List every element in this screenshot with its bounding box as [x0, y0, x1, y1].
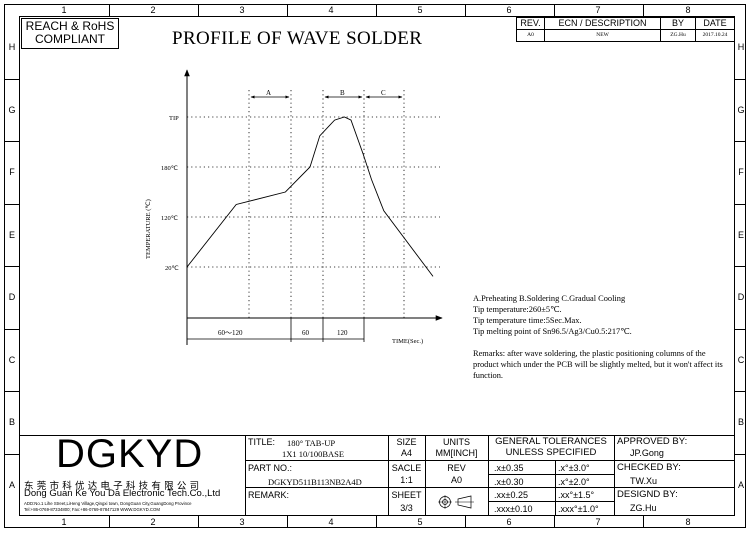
company-contact: Tel:+86-0769-87334800; Fax:+86-0769-8784… [24, 507, 160, 512]
title-line-1: 180° TAB-UP [287, 438, 336, 448]
tolerance-linear: .x±0.30 [494, 477, 524, 487]
grid-column-label: 2 [150, 517, 156, 527]
grid-column-label: 2 [150, 5, 156, 15]
grid-row-label: D [737, 292, 745, 302]
grid-column-label: 5 [417, 517, 423, 527]
grid-row-label: H [8, 42, 16, 52]
revision-table: REV. ECN / DESCRIPTION BY DATE A0 NEW ZG… [516, 17, 735, 42]
grid-row-label: E [737, 230, 744, 240]
company-logo: DGKYD [56, 432, 204, 476]
tolerance-linear: .xx±0.25 [494, 490, 528, 500]
units-label: UNITS [443, 437, 470, 447]
tolerance-linear: .xxx±0.10 [494, 504, 533, 514]
grid-column-label: 7 [595, 517, 601, 527]
grid-column-label: 3 [239, 5, 245, 15]
revision-row: A0 NEW ZG.Hu 2017.10.24 [516, 29, 735, 42]
company-name-cn: 东 莞 市 科 优 达 电 子 科 技 有 限 公 司 [24, 481, 200, 492]
note-melting-point: Tip melting point of Sn96.5/Ag3/Cu0.5:21… [473, 327, 632, 336]
grid-column-label: 4 [328, 5, 334, 15]
zone-a-label: A [266, 89, 271, 97]
x-axis-label: TIME(Sec.) [392, 338, 423, 345]
note-stages: A.Preheating B.Soldering C.Gradual Cooli… [473, 294, 626, 303]
company-name-en: Dong Guan Ke You Da Electronic Tech.Co.,… [24, 488, 221, 499]
designed-by-value: ZG.Hu [630, 503, 657, 513]
title-line-2: 1X1 10/100BASE [282, 449, 345, 459]
page-title: PROFILE OF WAVE SOLDER [172, 28, 423, 49]
time-segment-label: 120 [337, 329, 348, 337]
time-segment-label: 60 [302, 329, 310, 337]
grid-row-label: G [737, 105, 745, 115]
scale-label: SACLE [391, 463, 422, 473]
tolerance-linear: .x±0.35 [494, 463, 524, 473]
ecn-value: NEW [544, 29, 661, 42]
tolerance-title-2: UNLESS SPECIFIED [505, 447, 597, 458]
approved-by-label: APPROVED BY: [617, 436, 688, 447]
y-tick-label: 20℃ [165, 265, 180, 272]
grid-column-label: 4 [328, 517, 334, 527]
grid-row-label: B [8, 417, 15, 427]
checked-by-value: TW.Xu [630, 476, 658, 486]
grid-row-label: C [8, 355, 16, 365]
time-segment-label: 60～120 [218, 329, 243, 337]
projection-symbol-icon [438, 495, 474, 509]
grid-row-label: E [8, 230, 15, 240]
designed-by-label: DESIGND BY: [617, 489, 678, 500]
date-value: 2017.10.24 [695, 29, 735, 42]
grid-row-label: H [737, 42, 745, 52]
rev-label: REV [447, 463, 466, 473]
y-tick-label: 180℃ [161, 165, 179, 172]
compliance-box: REACH & RoHS COMPLIANT [21, 18, 119, 49]
tolerance-angular: .xx°±1.5° [558, 490, 595, 500]
part-no-value: DGKYD511B113NB2A4D [268, 477, 362, 487]
sheet-label: SHEET [391, 490, 422, 500]
grid-column-label: 8 [685, 5, 691, 15]
grid-column-label: 5 [417, 5, 423, 15]
rev-value: A0 [450, 475, 462, 485]
grid-row-label: B [737, 417, 744, 427]
grid-row-label: A [737, 480, 744, 490]
grid-column-label: 6 [506, 5, 512, 15]
tolerance-angular: .xxx°±1.0° [558, 504, 599, 514]
checked-by-label: CHECKED BY: [617, 462, 681, 473]
tolerance-angular: .x°±3.0° [558, 463, 590, 473]
zone-c-label: C [381, 89, 386, 97]
grid-column-label: 7 [595, 5, 601, 15]
grid-column-label: 1 [61, 517, 67, 527]
tolerance-angular: .x°±2.0° [558, 477, 590, 487]
grid-row-label: D [8, 292, 16, 302]
scale-value: 1:1 [400, 475, 413, 485]
grid-column-label: 3 [239, 517, 245, 527]
tolerance-title-1: GENERAL TOLERANCES [495, 436, 607, 447]
note-tip-time: Tip temperature time:5Sec.Max. [473, 316, 582, 325]
part-no-label: PART NO.: [248, 463, 293, 473]
grid-column-label: 8 [685, 517, 691, 527]
size-label: SIZE [396, 437, 417, 447]
y-axis-label: TEMPERATURE (℃) [145, 199, 152, 259]
compliance-line-1: REACH & RoHS [25, 19, 115, 33]
grid-column-label: 6 [506, 517, 512, 527]
note-tip-temperature: Tip temperature:260±5℃. [473, 305, 562, 314]
y-tick-label: 120℃ [161, 215, 179, 222]
units-value: MM[INCH] [435, 448, 478, 458]
approved-by-value: JP.Gong [630, 448, 664, 458]
remark-label: REMARK: [248, 490, 290, 500]
title-label: TITLE: [248, 437, 276, 447]
grid-row-label: F [738, 167, 744, 177]
zone-b-label: B [340, 89, 345, 97]
process-notes: A.Preheating B.Soldering C.Gradual Cooli… [473, 293, 725, 381]
grid-column-label: 1 [61, 5, 67, 15]
revision-header-row: REV. ECN / DESCRIPTION BY DATE [516, 17, 735, 30]
note-remarks: Remarks: after wave soldering, the plast… [473, 349, 723, 380]
size-value: A4 [400, 448, 412, 458]
grid-row-label: A [8, 480, 15, 490]
sheet-value: 3/3 [400, 503, 413, 513]
grid-row-label: G [8, 105, 16, 115]
temperature-curve [186, 116, 434, 277]
grid-row-label: F [9, 167, 15, 177]
y-tick-label: TIP [169, 115, 179, 122]
company-address: ADD:No.1 Lihe Street,LiHeng Village,Qing… [24, 501, 192, 506]
compliance-line-2: COMPLIANT [34, 32, 105, 46]
grid-row-label: C [737, 355, 745, 365]
